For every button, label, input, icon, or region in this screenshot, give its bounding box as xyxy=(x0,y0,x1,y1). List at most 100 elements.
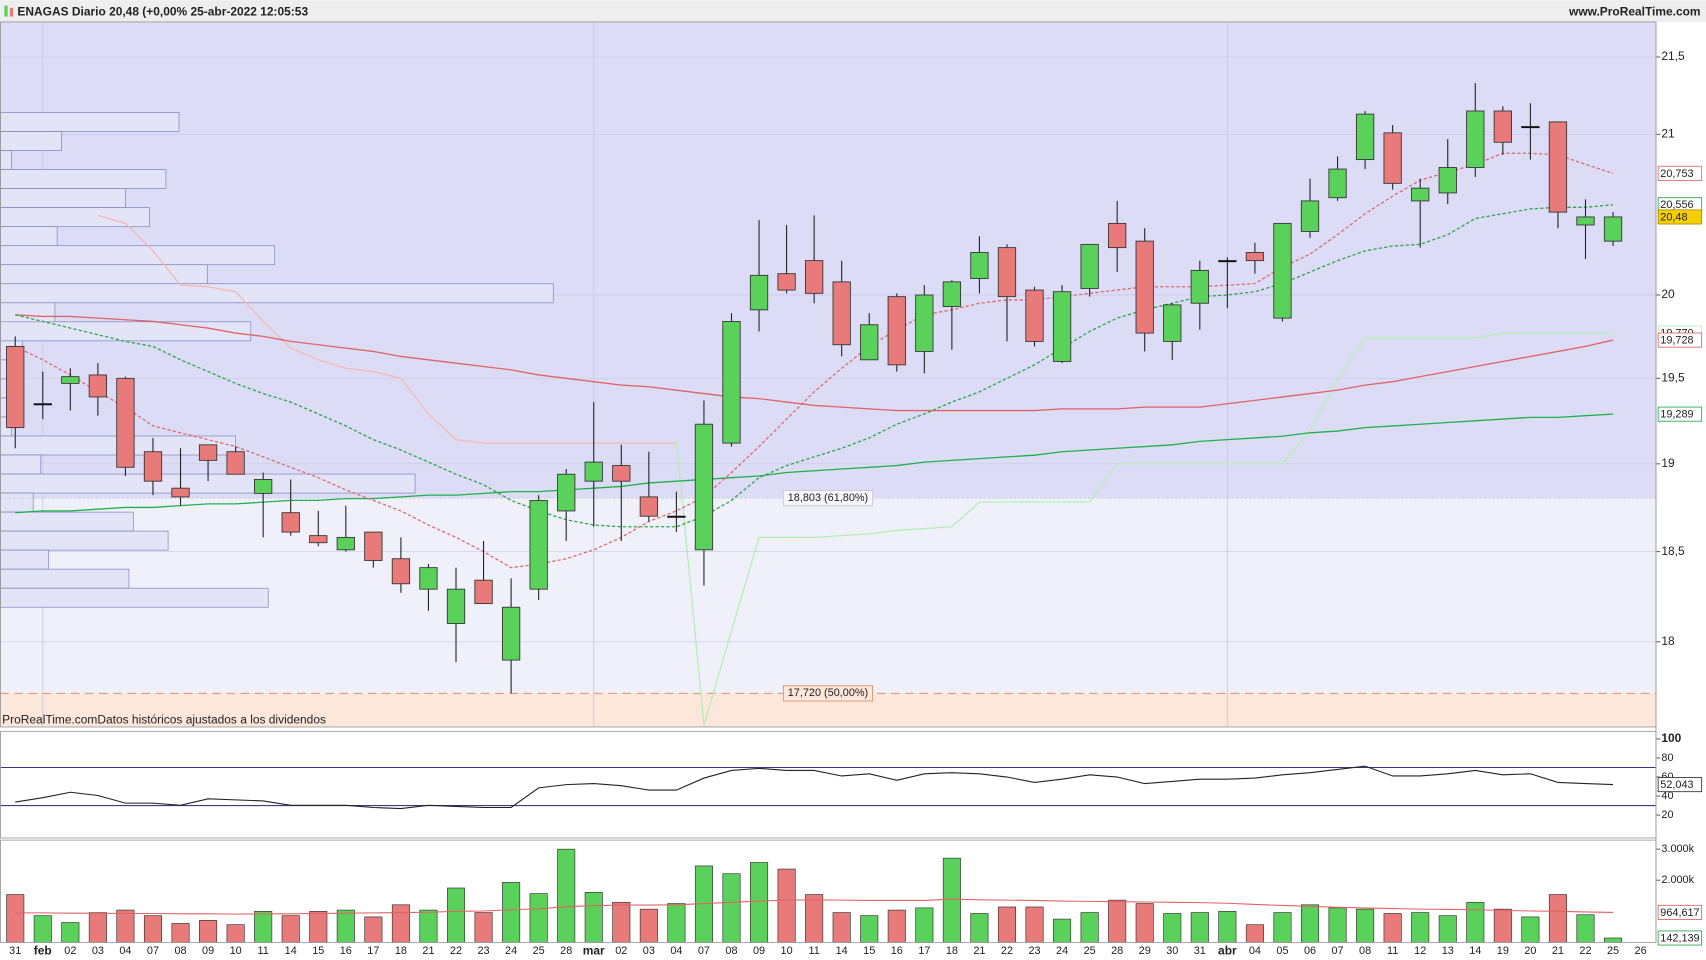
x-tick-label: 15 xyxy=(863,945,875,957)
candle-body xyxy=(612,465,631,482)
line xyxy=(14,152,1614,569)
volume-bar xyxy=(1163,913,1182,943)
x-tick-label: 14 xyxy=(1469,945,1481,957)
volume-bar xyxy=(1080,912,1099,943)
x-tick-label: 18 xyxy=(395,945,407,957)
volume-profile-bar xyxy=(0,112,180,132)
zone-background xyxy=(0,498,1656,694)
header-site: www.ProRealTime.com xyxy=(1568,4,1701,18)
x-tick-label: mar xyxy=(583,943,605,957)
volume-bar xyxy=(1025,906,1044,943)
volume-bar xyxy=(832,912,851,943)
x-tick-label: 28 xyxy=(560,945,572,957)
x-tick-label: 24 xyxy=(505,945,517,957)
x-tick-label: 09 xyxy=(202,945,214,957)
x-tick-label: 17 xyxy=(367,945,379,957)
volume-bar xyxy=(529,893,548,943)
x-tick-label: 19 xyxy=(1497,945,1509,957)
y-tick-label: 19 xyxy=(1661,456,1675,470)
last-value-box xyxy=(1657,930,1703,946)
candle-body xyxy=(887,296,906,366)
last-value-label: 142,139 xyxy=(1660,932,1699,944)
x-tick-label: 11 xyxy=(258,945,269,957)
candle-body xyxy=(1411,187,1430,202)
volume-profile-bar xyxy=(0,245,276,266)
line xyxy=(15,204,1614,528)
candle-body xyxy=(281,512,300,533)
candle-body xyxy=(942,281,962,307)
candle-body xyxy=(336,536,355,551)
volume-bar xyxy=(1053,918,1072,943)
x-tick-label: 07 xyxy=(698,945,710,957)
volume-bar xyxy=(336,909,355,943)
x-tick-label: 14 xyxy=(285,945,297,957)
volume-bar xyxy=(1300,904,1320,943)
candle-body xyxy=(116,377,135,468)
volume-profile-bar xyxy=(0,587,269,608)
volume-bar xyxy=(1466,901,1485,943)
candle-body xyxy=(860,324,879,361)
x-tick-label: 15 xyxy=(312,945,324,957)
last-value-box xyxy=(1657,777,1703,793)
x-tick-label: 02 xyxy=(615,945,627,957)
volume-profile-bar xyxy=(0,226,58,247)
x-tick-label: 18 xyxy=(946,945,958,957)
last-value-label: 20,753 xyxy=(1660,168,1693,180)
x-tick-label: 25 xyxy=(1607,945,1619,957)
plot-layer: 21,5 21 20 19,5 19 18,5 18 18,803 (61,80%) 17,72… xyxy=(0,21,1703,957)
last-value-label: 19,728 xyxy=(1660,334,1693,346)
candle-body xyxy=(1300,200,1320,232)
candle-body xyxy=(1245,252,1265,262)
candle-body xyxy=(226,451,245,475)
candle-body xyxy=(970,252,989,280)
volume-bar xyxy=(1383,913,1402,943)
candle-body xyxy=(529,499,548,590)
last-value-box xyxy=(1657,332,1703,348)
zone-background xyxy=(0,21,1656,499)
volume-profile-bar xyxy=(0,568,130,589)
last-value-box xyxy=(1657,165,1703,181)
candle-body xyxy=(1108,222,1127,249)
x-tick-label: 08 xyxy=(1359,945,1371,957)
last-value-label: 20,48 xyxy=(1660,211,1687,223)
volume-profile-bar xyxy=(0,150,12,170)
last-value-label: 20,556 xyxy=(1660,199,1693,211)
volume-bar xyxy=(639,908,658,943)
volume-profile-bar xyxy=(0,321,252,342)
x-tick-label: 11 xyxy=(808,945,819,957)
volume-bar xyxy=(281,915,300,943)
volume-bar xyxy=(1411,912,1430,943)
last-value-label: 964,617 xyxy=(1660,907,1699,919)
volume-bar xyxy=(1245,924,1264,943)
pane xyxy=(0,731,1656,838)
volume-bar xyxy=(970,913,989,943)
last-value-label: 52,043 xyxy=(1660,779,1693,791)
x-tick-label: 04 xyxy=(670,945,682,957)
volume-bar xyxy=(1328,907,1347,943)
header-bar xyxy=(0,0,1706,22)
candle-body xyxy=(1493,110,1512,143)
y-tick-label: 100 xyxy=(1661,731,1681,745)
x-tick-label: abr xyxy=(1218,943,1237,957)
x-tick-label: 22 xyxy=(450,945,462,957)
x-tick-label: 21 xyxy=(973,945,985,957)
volume-bar xyxy=(860,915,879,943)
candle-body xyxy=(749,274,769,311)
last-value-box xyxy=(1657,209,1703,225)
candle-body xyxy=(804,260,824,294)
candle-body xyxy=(1355,113,1375,161)
volume-bar xyxy=(1135,903,1154,943)
volume-bar xyxy=(750,862,769,943)
candle-body xyxy=(61,376,80,384)
x-tick-label: 09 xyxy=(753,945,765,957)
candle-body xyxy=(254,479,273,494)
candle-body xyxy=(1548,121,1568,213)
x-tick-label: 24 xyxy=(1056,945,1068,957)
x-tick-label: 10 xyxy=(781,945,793,957)
line xyxy=(15,898,1614,915)
volume-bar xyxy=(942,857,961,943)
y-tick-label: 40 xyxy=(1661,790,1673,802)
volume-profile-bar xyxy=(0,492,34,513)
candle-body xyxy=(557,473,576,512)
volume-bar xyxy=(1273,912,1292,943)
